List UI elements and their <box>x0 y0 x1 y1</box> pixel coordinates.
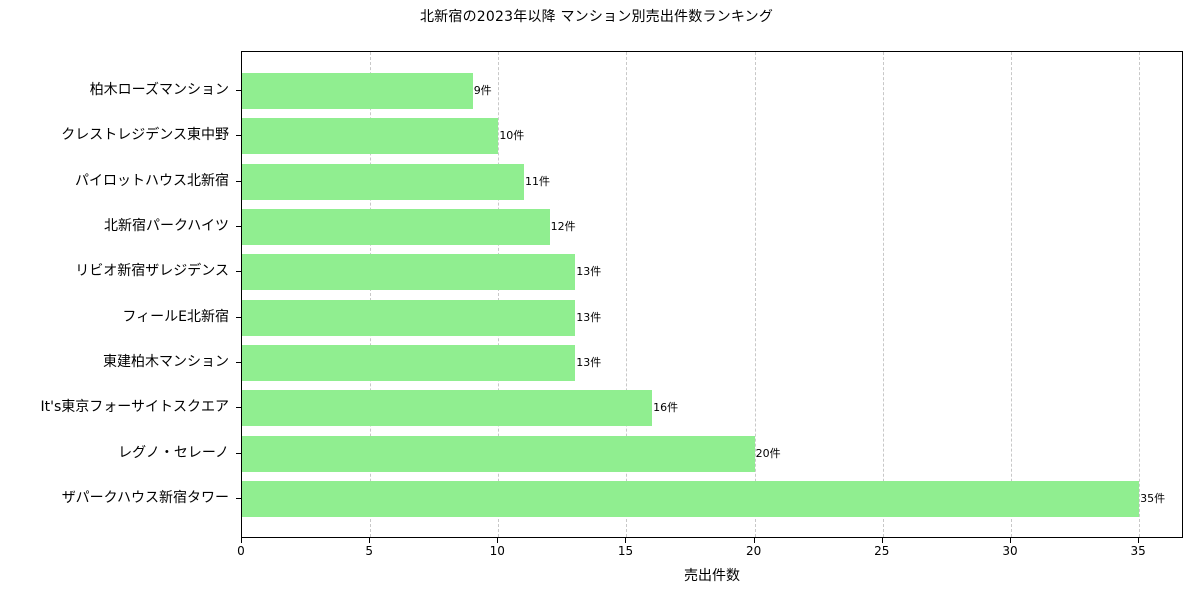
x-gridline <box>1139 52 1141 537</box>
x-tick-label: 10 <box>489 544 505 558</box>
bar-value-label: 11件 <box>524 174 550 188</box>
y-tick <box>236 498 241 499</box>
x-tick <box>753 538 755 543</box>
bar-value-label: 10件 <box>499 129 525 143</box>
y-tick <box>236 407 241 409</box>
y-tick <box>236 316 241 318</box>
chart-title: 北新宿の2023年以降 マンション別売出件数ランキング <box>419 9 774 25</box>
bar-value-label: 9件 <box>473 84 492 97</box>
x-gridline <box>1010 52 1012 537</box>
x-gridline <box>882 52 884 537</box>
bar-value-label: 13件 <box>576 265 602 279</box>
bar <box>242 209 550 245</box>
y-tick <box>236 180 241 182</box>
x-tick <box>497 538 499 543</box>
x-axis-title: 売出件数 <box>684 568 740 584</box>
y-tick <box>236 90 241 91</box>
y-tick-label: 東建柏木マンション <box>103 354 229 370</box>
bar-value-label: 13件 <box>576 310 602 324</box>
x-tick-label: 5 <box>365 544 373 558</box>
x-gridline <box>370 52 372 537</box>
y-tick <box>236 362 241 363</box>
y-tick <box>236 135 241 137</box>
bar <box>242 345 576 381</box>
bar <box>242 481 1140 517</box>
x-tick <box>1009 538 1011 543</box>
x-tick-label: 15 <box>617 544 634 558</box>
x-tick-label: 30 <box>1002 544 1018 558</box>
bar-value-label: 35件 <box>1140 492 1166 505</box>
bar <box>242 73 473 109</box>
x-gridline <box>754 52 756 537</box>
x-tick-label: 35 <box>1130 544 1146 558</box>
bar <box>242 254 576 291</box>
bar-value-label: 12件 <box>550 220 576 233</box>
y-tick <box>236 271 241 273</box>
x-tick <box>241 538 242 543</box>
x-tick <box>881 538 883 543</box>
y-tick-label: レグノ・セレーノ <box>118 444 229 461</box>
x-tick <box>369 538 371 543</box>
y-tick-label: ザパークハウス新宿タワー <box>61 490 229 506</box>
x-tick-label: 25 <box>874 544 890 558</box>
bar <box>242 390 653 427</box>
bar-value-label: 13件 <box>576 356 602 369</box>
y-tick <box>236 452 241 454</box>
y-tick-label: リビオ新宿ザレジデンス <box>75 263 229 280</box>
x-tick <box>625 538 627 543</box>
y-tick-label: パイロットハウス北新宿 <box>75 172 229 189</box>
bar-value-label: 20件 <box>755 446 781 460</box>
bar <box>242 163 524 200</box>
y-tick-label: 北新宿パークハイツ <box>103 218 229 234</box>
plot-area: 9件 10件 11件 12件 13件 13件 13件 16件 20件 35件 <box>241 51 1183 538</box>
bar <box>242 299 576 336</box>
y-tick-label: クレストレジデンス東中野 <box>61 127 229 144</box>
bar <box>242 118 499 155</box>
y-tick-label: It's東京フォーサイトスクエア <box>40 399 229 416</box>
y-tick-label: 柏木ローズマンション <box>89 82 229 98</box>
x-tick-label: 20 <box>746 544 762 558</box>
bar-value-label: 16件 <box>653 401 679 415</box>
y-tick-label: フィールE北新宿 <box>122 308 229 325</box>
x-tick-label: 0 <box>237 544 245 558</box>
bar <box>242 435 755 472</box>
x-gridline <box>498 52 500 537</box>
x-gridline <box>626 52 628 537</box>
y-tick <box>236 226 241 227</box>
x-tick <box>1138 538 1140 543</box>
